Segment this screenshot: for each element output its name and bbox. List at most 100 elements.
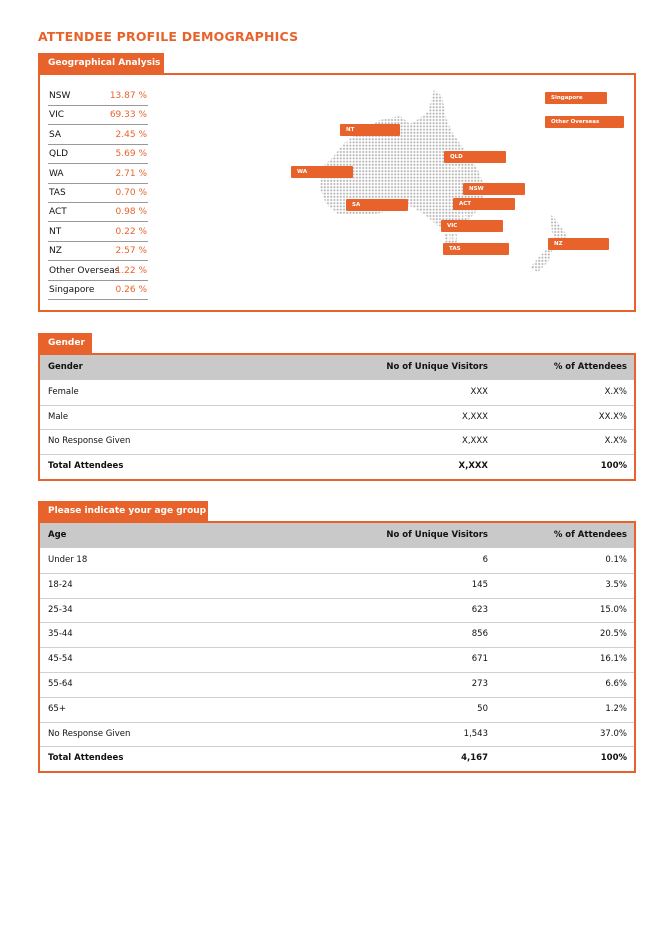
cell: Age: [48, 530, 67, 540]
map-label-value: 9: [346, 139, 350, 145]
cell: 25-34: [48, 604, 73, 615]
map-label: NT 9: [340, 124, 400, 145]
map-label: Singapore 11: [545, 92, 607, 113]
cell: 856: [471, 629, 488, 640]
gender-table: Gender No of Unique Visitors % of Attendee…: [38, 353, 636, 481]
row-rule: [48, 105, 148, 106]
table-row: 65+ 50 1.2%: [40, 697, 634, 723]
map-label-name: Singapore: [551, 95, 583, 101]
row-rule: [48, 279, 148, 281]
table-row: Male X,XXX XX.X%: [40, 405, 634, 430]
region-name: Other Overseas: [49, 265, 120, 276]
table-row: 55-64 273 6.6%: [40, 672, 634, 698]
map-label-name: WA: [297, 169, 308, 175]
cell: 3.5%: [605, 579, 627, 590]
row-rule: [48, 202, 148, 203]
cell: 273: [471, 679, 488, 689]
cell: 100%: [600, 460, 627, 471]
cell: X,XXX: [462, 411, 488, 422]
region-name: Singapore: [49, 285, 95, 295]
region-percent: 13.87 %: [109, 91, 147, 101]
map-label: NSW578: [463, 183, 525, 204]
map-label-value: 102: [352, 214, 364, 220]
region-name: WA: [49, 168, 64, 179]
region-percent: 0.98 %: [115, 207, 147, 218]
cell: 6: [482, 555, 488, 565]
map-label: QLD 237: [444, 151, 506, 172]
region-name: VIC: [49, 110, 65, 121]
age-table: Age No of Unique Visitors % of Attendees Un…: [38, 521, 636, 773]
region-percent: 2.71 %: [115, 168, 147, 179]
cell: No Response Given: [48, 436, 131, 446]
map-label: NZ 107: [548, 238, 609, 259]
region-name: TAS: [49, 188, 66, 198]
cell: 18-24: [48, 579, 73, 590]
cell: No Response Given: [48, 728, 131, 739]
nz-north: [550, 214, 568, 244]
region-name: NT: [49, 226, 62, 237]
cell: XX.X%: [598, 411, 627, 422]
section-tab: Geographical Analysis: [38, 53, 164, 74]
cell: 35-44: [48, 629, 73, 640]
header-row: Age No of Unique Visitors % of Attendees: [40, 523, 634, 548]
map-label: VIC 2,859: [441, 220, 503, 241]
cell: 671: [471, 654, 488, 665]
cell: Total Attendees: [48, 460, 124, 471]
table-row: 18-24 145 3.5%: [40, 573, 634, 599]
cell: Female: [48, 387, 79, 397]
cell: No of Unique Visitors: [386, 530, 488, 540]
map-label: TAS 29: [443, 243, 509, 264]
header-row: Gender No of Unique Visitors % of Attendee…: [40, 355, 634, 380]
section-tab: Gender: [38, 333, 92, 354]
cell: X.X%: [604, 387, 627, 397]
cell: 37.0%: [599, 728, 627, 739]
nz-south: [530, 246, 554, 272]
region-percent: 0.70 %: [115, 188, 147, 198]
map-label-value: 113: [297, 181, 309, 187]
table-row: Under 18 6 0.1%: [40, 548, 634, 574]
cell: 1.2%: [605, 703, 627, 714]
row-rule: [48, 240, 148, 242]
map-label-name: NSW: [469, 186, 484, 192]
region-name: QLD: [49, 149, 69, 160]
map-label-name: ACT: [459, 201, 472, 207]
map-label: ACT 41: [453, 198, 515, 219]
section-tab: Please indicate your age group: [38, 501, 208, 522]
cell: 50: [477, 703, 488, 714]
map-label: Other Overseas 51: [545, 116, 624, 137]
cell: 6.6%: [605, 679, 627, 689]
map-label-name: TAS: [449, 246, 461, 252]
total-row: Total Attendees 4,167 100%: [40, 746, 634, 771]
row-rule: [48, 299, 148, 300]
map-label-value: 2,859: [447, 235, 465, 241]
cell: No of Unique Visitors: [386, 362, 488, 372]
cell: 65+: [48, 703, 66, 714]
region-percent: 0.26 %: [115, 285, 147, 295]
map-label-value: 41: [459, 213, 467, 219]
region-percent: 69.33 %: [109, 110, 147, 121]
table-row: No Response Given X,XXX X.X%: [40, 429, 634, 455]
map-label-value: 11: [551, 107, 559, 113]
cell: % of Attendees: [553, 530, 627, 540]
cell: 15.0%: [599, 604, 627, 615]
cell: % of Attendees: [553, 362, 627, 372]
region-name: ACT: [49, 207, 67, 218]
table-row: Female XXX X.X%: [40, 380, 634, 406]
map-label-name: VIC: [447, 223, 458, 229]
cell: X,XXX: [462, 436, 488, 446]
row-rule: [48, 163, 148, 165]
map-label-value: 237: [450, 166, 462, 172]
map-label: WA 113: [291, 166, 353, 187]
cell: Gender: [48, 362, 83, 372]
cell: X,XXX: [458, 460, 488, 471]
australia: [320, 90, 486, 228]
cell: 55-64: [48, 679, 73, 689]
row-rule: [48, 124, 148, 126]
table-row: 35-44 856 20.5%: [40, 622, 634, 649]
cell: 45-54: [48, 654, 73, 665]
map-label-value: 107: [554, 253, 566, 259]
geo-panel: NSW 13.87 % VIC 69.33 % SA 2.45 % QLD 5.69 % WA 2…: [38, 73, 636, 312]
map-label-value: 29: [449, 258, 457, 264]
row-rule: [48, 221, 148, 223]
cell: 16.1%: [599, 654, 627, 665]
